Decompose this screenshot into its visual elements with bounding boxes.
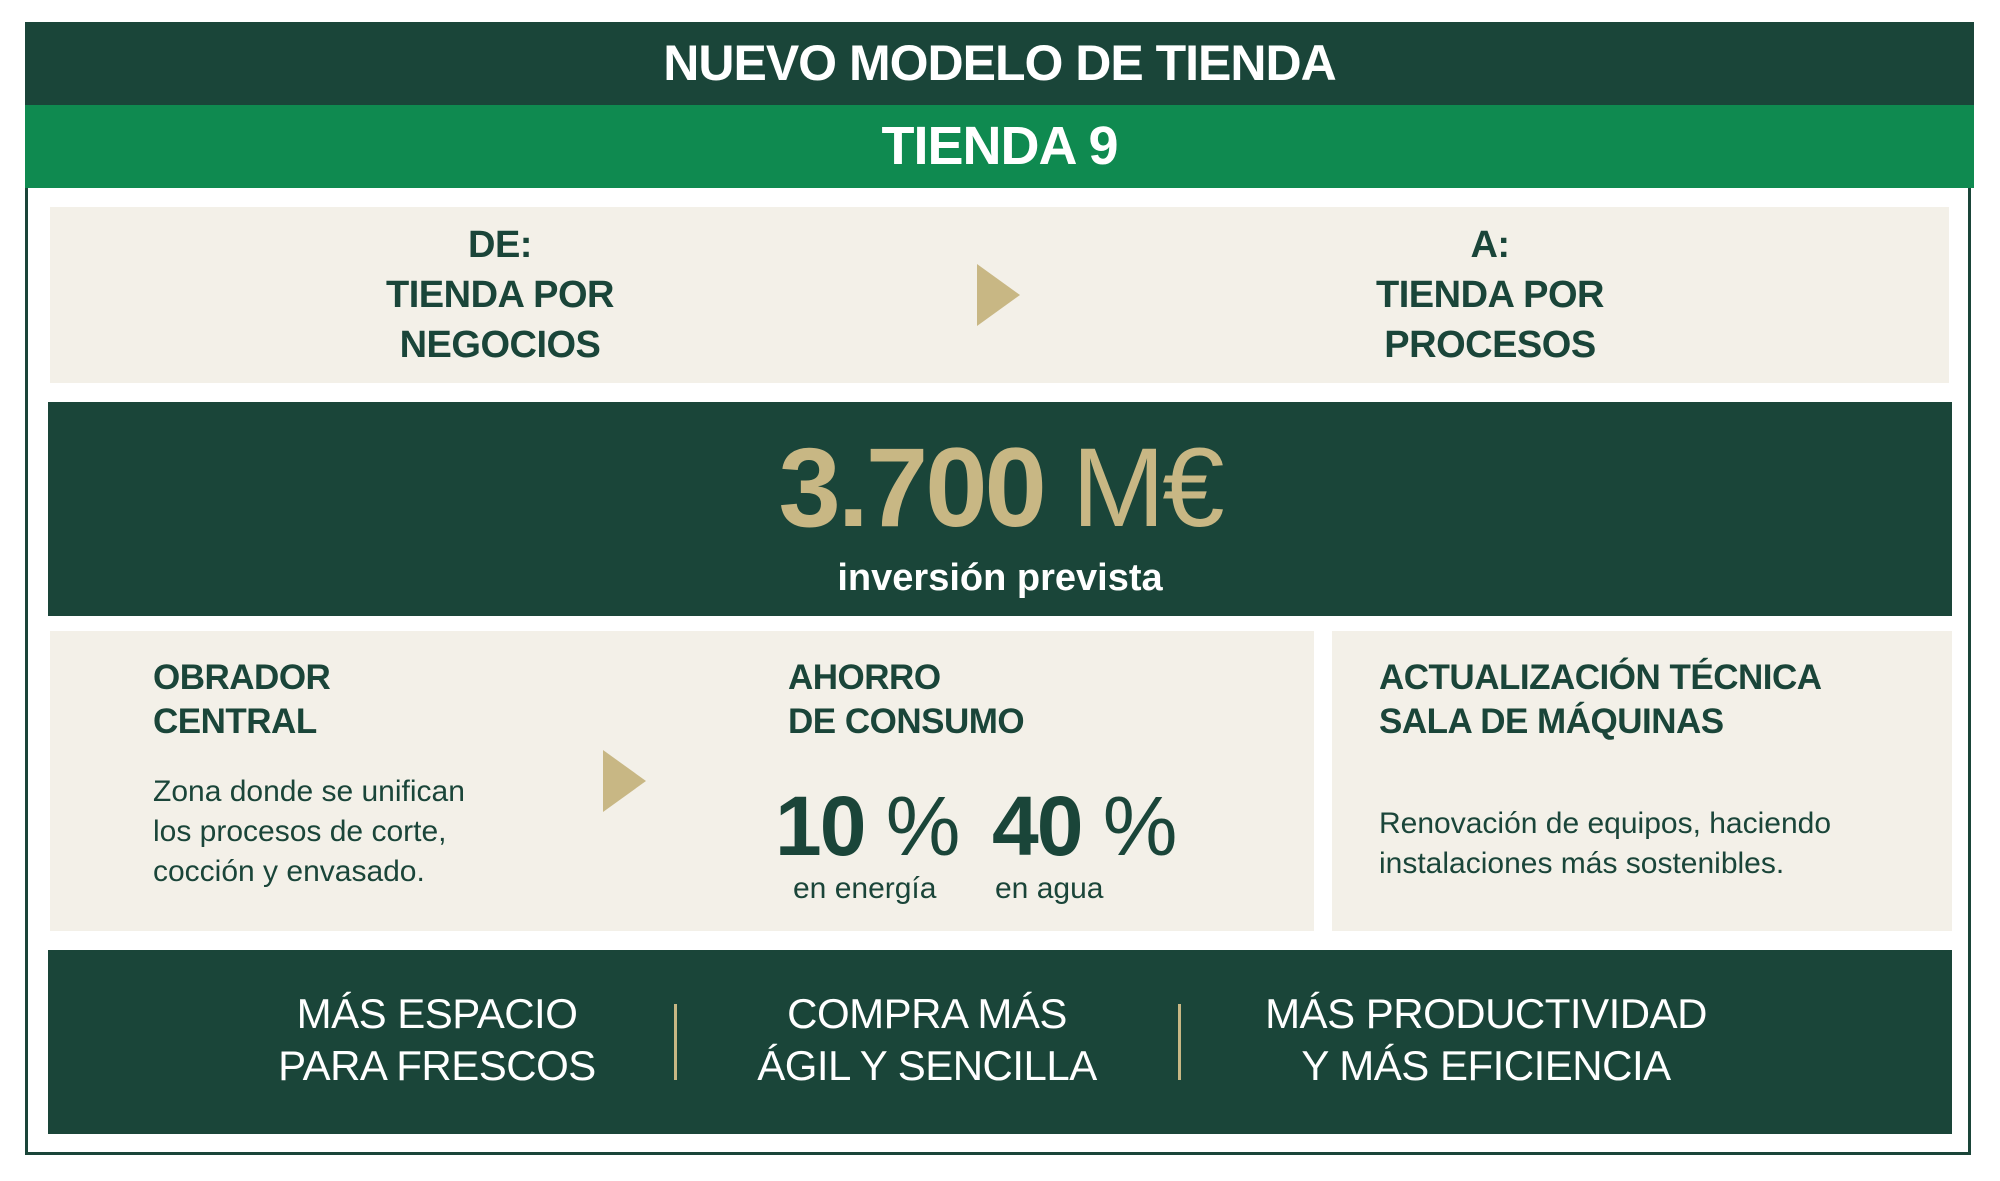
actualizacion-panel <box>1332 631 1952 931</box>
stat-unit: % <box>1102 779 1178 873</box>
page-title: NUEVO MODELO DE TIENDA <box>25 22 1974 105</box>
actualizacion-title: ACTUALIZACIÓN TÉCNICA SALA DE MÁQUINAS <box>1379 656 1822 744</box>
from-line: TIENDA POR <box>386 274 614 316</box>
triangle-right-icon <box>603 750 646 812</box>
benefit-item: MÁS ESPACIO PARA FRESCOS <box>237 988 637 1092</box>
actualizacion-title-line: SALA DE MÁQUINAS <box>1379 702 1724 741</box>
from-block: DE: TIENDA POR NEGOCIOS <box>300 220 700 370</box>
to-line: PROCESOS <box>1384 324 1596 366</box>
stat-water: 40 % <box>992 784 1177 868</box>
actualizacion-title-line: ACTUALIZACIÓN TÉCNICA <box>1379 658 1822 697</box>
benefit-line: MÁS PRODUCTIVIDAD <box>1265 990 1707 1037</box>
stat-value: 40 <box>992 779 1083 873</box>
from-line: NEGOCIOS <box>399 324 601 366</box>
to-block: A: TIENDA POR PROCESOS <box>1290 220 1690 370</box>
investment-label: inversión prevista <box>837 557 1163 599</box>
investment-amount: 3.700 M€ <box>500 428 1500 548</box>
obrador-ahorro-panel <box>50 631 1314 931</box>
benefits-panel <box>48 950 1952 1134</box>
actualizacion-description: Renovación de equipos, haciendo instalac… <box>1379 804 1831 884</box>
obrador-desc-line: los procesos de corte, <box>153 815 447 848</box>
to-line: TIENDA POR <box>1376 274 1604 316</box>
benefit-line: MÁS ESPACIO <box>296 990 578 1037</box>
divider <box>674 1004 677 1080</box>
stat-energy-label: en energía <box>793 872 937 905</box>
stat-energy: 10 % <box>775 784 960 868</box>
ahorro-title-line: AHORRO <box>788 658 941 697</box>
obrador-title-line: CENTRAL <box>153 702 317 741</box>
stat-water-label: en agua <box>995 872 1104 905</box>
benefit-line: PARA FRESCOS <box>278 1042 596 1089</box>
benefit-item: MÁS PRODUCTIVIDAD Y MÁS EFICIENCIA <box>1236 988 1736 1092</box>
page-subtitle: TIENDA 9 <box>25 105 1974 188</box>
investment-unit: M€ <box>1071 425 1225 550</box>
stat-value: 10 <box>775 779 866 873</box>
stat-unit: % <box>885 779 961 873</box>
ahorro-title-line: DE CONSUMO <box>788 702 1025 741</box>
obrador-desc-line: cocción y envasado. <box>153 855 425 888</box>
actualizacion-desc-line: instalaciones más sostenibles. <box>1379 847 1785 880</box>
investment-panel <box>48 402 1952 616</box>
triangle-right-icon <box>977 264 1020 326</box>
obrador-title-line: OBRADOR <box>153 658 331 697</box>
obrador-description: Zona donde se unifican los procesos de c… <box>153 772 465 892</box>
ahorro-title: AHORRO DE CONSUMO <box>788 656 1025 744</box>
obrador-title: OBRADOR CENTRAL <box>153 656 331 744</box>
actualizacion-desc-line: Renovación de equipos, haciendo <box>1379 807 1832 840</box>
obrador-desc-line: Zona donde se unifican <box>153 775 465 808</box>
benefit-item: COMPRA MÁS ÁGIL Y SENCILLA <box>727 988 1127 1092</box>
from-label: DE: <box>468 224 532 266</box>
benefit-line: COMPRA MÁS <box>787 990 1067 1037</box>
divider <box>1178 1004 1181 1080</box>
investment-value: 3.700 <box>778 425 1047 550</box>
benefit-line: Y MÁS EFICIENCIA <box>1301 1042 1671 1089</box>
benefit-line: ÁGIL Y SENCILLA <box>757 1042 1097 1089</box>
to-label: A: <box>1470 224 1510 266</box>
